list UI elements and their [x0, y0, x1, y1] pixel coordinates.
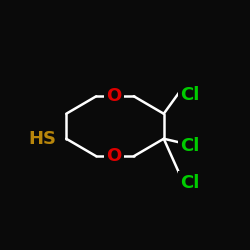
Text: Cl: Cl — [180, 137, 200, 155]
Text: Cl: Cl — [180, 86, 200, 104]
Text: Cl: Cl — [180, 174, 200, 192]
Text: O: O — [106, 147, 122, 165]
Text: HS: HS — [28, 130, 56, 148]
Text: O: O — [106, 87, 122, 105]
